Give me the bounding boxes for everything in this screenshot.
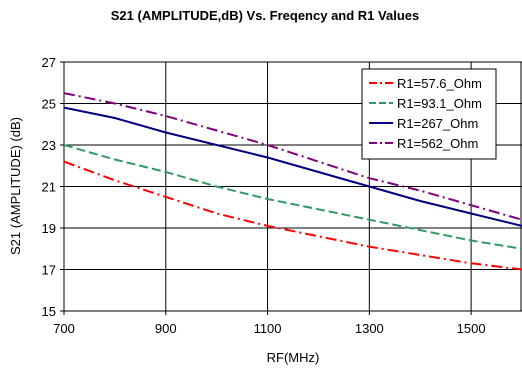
y-tick-label: 15	[42, 304, 56, 319]
y-axis-label: S21 (AMPLITUDE) (dB)	[8, 117, 23, 255]
legend-label: R1=57.6_Ohm	[397, 76, 482, 91]
legend-label: R1=93.1_Ohm	[397, 96, 482, 111]
y-tick-label: 27	[42, 55, 56, 70]
series-group	[63, 92, 522, 271]
chart-title: S21 (AMPLITUDE,dB) Vs. Freqency and R1 V…	[111, 8, 419, 23]
series-line-4	[63, 92, 522, 221]
legend-box	[361, 68, 497, 160]
series-line-2	[63, 144, 522, 250]
series-line-3	[63, 106, 522, 227]
x-tick-label: 1300	[355, 321, 384, 336]
y-tick-label: 25	[42, 97, 56, 112]
y-tick-label: 21	[42, 180, 56, 195]
y-tick-label: 23	[42, 138, 56, 153]
legend-label: R1=562_Ohm	[397, 136, 478, 151]
series-line-1	[63, 160, 522, 271]
x-tick-label: 900	[155, 321, 177, 336]
legend: R1=57.6_Ohm R1=93.1_Ohm R1=267_Ohm R1=562_O…	[361, 68, 497, 160]
y-tick-label: 19	[42, 221, 56, 236]
x-axis-ticks: 700 900 1100 1300 1500	[53, 311, 486, 336]
x-tick-label: 1500	[457, 321, 486, 336]
x-tick-label: 700	[53, 321, 75, 336]
y-tick-label: 17	[42, 263, 56, 278]
y-axis-ticks: 15 17 19 21 23 25 27	[42, 55, 64, 319]
x-tick-label: 1100	[254, 321, 282, 336]
legend-label: R1=267_Ohm	[397, 116, 478, 131]
x-axis-label: RF(MHz)	[267, 350, 320, 365]
